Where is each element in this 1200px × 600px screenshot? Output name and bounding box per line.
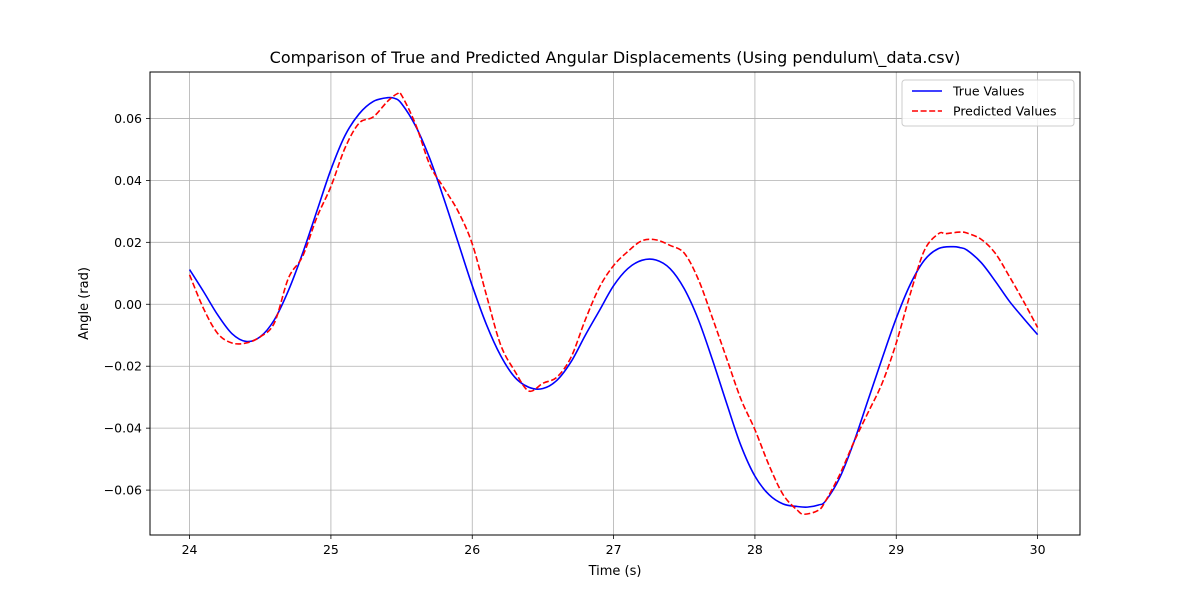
legend: True Values Predicted Values	[901, 79, 1075, 127]
y-tick-label: 0.02	[114, 235, 142, 250]
x-tick-label: 27	[606, 542, 622, 557]
legend-box	[901, 79, 1075, 127]
y-tick-label: 0.00	[114, 297, 142, 312]
y-tick-label: 0.04	[114, 173, 142, 188]
y-tick-label: 0.06	[114, 111, 142, 126]
chart-title: Comparison of True and Predicted Angular…	[270, 48, 961, 68]
y-axis-label: Angle (rad)	[77, 267, 92, 340]
x-tick-label: 25	[323, 542, 339, 557]
series-line-true-values	[188, 96, 1039, 509]
x-tick-label: 29	[888, 542, 904, 557]
x-tick-label: 28	[747, 542, 763, 557]
legend-label-true-values: True Values	[952, 84, 1024, 99]
y-tick-label: −0.04	[104, 421, 142, 436]
series-layer	[188, 91, 1039, 516]
y-tick-label: −0.06	[104, 483, 142, 498]
x-tick-label: 24	[182, 542, 198, 557]
y-tick-label: −0.02	[104, 359, 142, 374]
x-axis-label: Time (s)	[588, 564, 642, 579]
legend-label-predicted-values: Predicted Values	[953, 104, 1057, 119]
grid	[150, 72, 1080, 535]
plot-area-frame	[149, 71, 1081, 536]
y-axis-ticks: −0.06 −0.04 −0.02 0.00 0.02 0.04 0.06	[104, 111, 150, 498]
series-line-predicted-values	[188, 91, 1039, 516]
x-tick-label: 30	[1030, 542, 1046, 557]
x-axis-ticks: 24 25 26 27 28 29 30	[182, 535, 1046, 557]
x-tick-label: 26	[464, 542, 480, 557]
